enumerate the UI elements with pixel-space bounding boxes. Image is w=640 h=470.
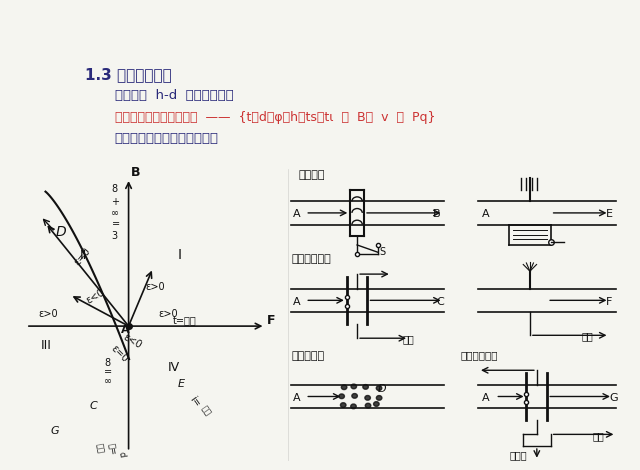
Text: ε>0: ε>0: [158, 309, 177, 319]
Text: F: F: [266, 314, 275, 327]
Text: A: A: [293, 297, 301, 307]
Text: ε>0: ε>0: [38, 309, 58, 319]
Circle shape: [364, 404, 369, 409]
Text: 8: 8: [111, 184, 118, 194]
Text: 常数: 常数: [200, 404, 212, 418]
Circle shape: [340, 394, 346, 399]
Text: ε<0: ε<0: [121, 332, 143, 351]
Text: 湿空气状态的变化过程如下：: 湿空气状态的变化过程如下：: [115, 133, 219, 145]
Text: I: I: [177, 248, 182, 262]
Text: 8: 8: [104, 359, 110, 368]
Text: +: +: [111, 197, 120, 207]
Circle shape: [374, 404, 379, 409]
Circle shape: [377, 384, 382, 389]
Text: E: E: [177, 379, 184, 389]
Text: 表面式冷却器: 表面式冷却器: [291, 254, 332, 265]
Text: G: G: [609, 393, 618, 403]
Text: ε=0: ε=0: [109, 343, 130, 364]
Text: D: D: [55, 226, 66, 239]
Text: d: d: [116, 451, 126, 458]
Text: 极坐: 极坐: [94, 442, 105, 454]
Text: A: A: [481, 393, 489, 403]
Text: 冷媒: 冷媒: [592, 431, 604, 441]
Text: ∞: ∞: [111, 208, 120, 218]
Text: F: F: [606, 297, 612, 307]
Text: IV: IV: [168, 361, 180, 374]
Text: =: =: [111, 219, 120, 229]
Text: E: E: [606, 209, 613, 219]
Text: 1.3 焓湿图的应用: 1.3 焓湿图的应用: [85, 67, 172, 82]
Text: ε>0: ε>0: [146, 282, 165, 292]
Text: 空气的状态和各状态参数  ——  {t，d，φ，h，ts，tι  ，  B，  v  ，  Pq}: 空气的状态和各状态参数 —— {t，d，φ，h，ts，tι ， B， v ， P…: [115, 111, 435, 124]
Circle shape: [351, 385, 357, 390]
Text: t=常数: t=常数: [173, 316, 196, 326]
Text: 固体吸湿剂: 固体吸湿剂: [291, 351, 324, 360]
Circle shape: [375, 394, 381, 399]
Text: III: III: [40, 338, 51, 352]
Text: A: A: [481, 209, 489, 219]
Circle shape: [362, 385, 368, 390]
Text: B: B: [433, 209, 441, 219]
Circle shape: [341, 403, 346, 408]
Text: C: C: [436, 297, 444, 307]
Text: A: A: [293, 209, 301, 219]
Text: A: A: [121, 325, 130, 335]
Text: 标=: 标=: [107, 442, 118, 456]
Text: 电加热器: 电加热器: [298, 170, 325, 180]
Text: ε<0: ε<0: [84, 287, 107, 306]
Text: 蒸汽: 蒸汽: [582, 332, 593, 342]
Text: G: G: [51, 426, 59, 436]
Text: 3: 3: [111, 231, 118, 241]
Circle shape: [353, 401, 359, 406]
Text: 凝结水: 凝结水: [509, 450, 527, 460]
Text: S: S: [380, 247, 386, 257]
Text: =: =: [104, 368, 112, 377]
Text: II: II: [80, 249, 87, 262]
Text: 表面式冷却器: 表面式冷却器: [461, 351, 499, 360]
Text: i=: i=: [188, 394, 202, 409]
Circle shape: [365, 393, 371, 398]
Text: ε=0: ε=0: [72, 246, 93, 267]
Text: 湿空气的  h-d  图可以表示：: 湿空气的 h-d 图可以表示：: [115, 89, 234, 102]
Circle shape: [351, 396, 356, 400]
Text: ∞: ∞: [104, 376, 112, 386]
Text: A: A: [293, 393, 301, 403]
Text: D: D: [378, 384, 387, 394]
Text: B: B: [131, 166, 141, 179]
Circle shape: [340, 386, 345, 391]
Text: 冷媒: 冷媒: [402, 335, 414, 345]
Text: C: C: [90, 401, 97, 411]
